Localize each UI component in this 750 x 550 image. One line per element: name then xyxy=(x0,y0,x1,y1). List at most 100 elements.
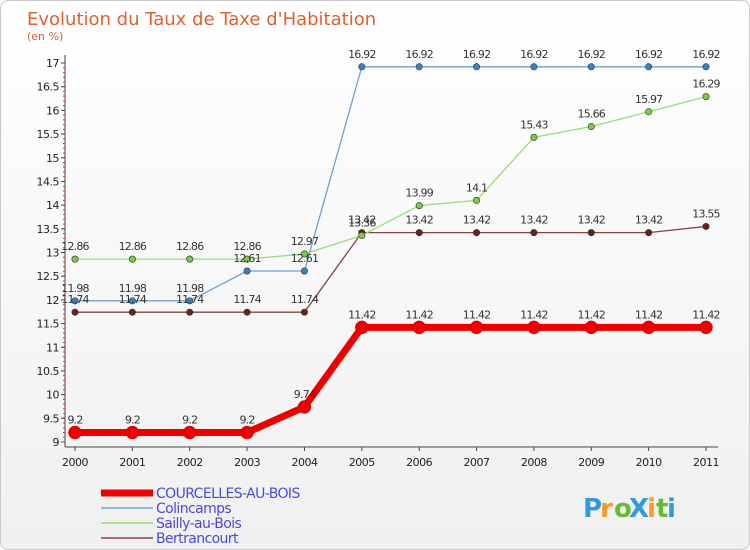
data-point xyxy=(300,308,308,316)
series-line-sailly-au-bois xyxy=(75,96,707,260)
data-label: 9.2 xyxy=(125,414,140,427)
data-label: 16.29 xyxy=(692,78,720,91)
x-tick-label: 2009 xyxy=(578,456,604,469)
y-tick-label: 14 xyxy=(46,199,59,212)
data-point xyxy=(699,320,713,335)
x-tick-label: 2008 xyxy=(521,456,547,469)
y-tick-label: 9 xyxy=(53,436,60,449)
data-label: 11.42 xyxy=(348,308,376,321)
data-label: 11.74 xyxy=(233,293,261,306)
data-label: 11.74 xyxy=(119,293,147,306)
data-label: 11.74 xyxy=(176,293,204,306)
data-label: 15.97 xyxy=(635,93,663,106)
data-point xyxy=(702,93,710,101)
y-tick-label: 15 xyxy=(46,152,59,165)
x-tick-label: 2004 xyxy=(291,456,317,469)
data-point xyxy=(358,231,366,239)
data-label: 13.42 xyxy=(463,214,491,227)
data-point xyxy=(300,250,308,258)
y-tick-label: 15.5 xyxy=(37,128,60,141)
data-label: 13.99 xyxy=(405,187,433,200)
data-label: 12.86 xyxy=(176,240,204,253)
legend-label: Bertrancourt xyxy=(156,531,239,547)
data-label: 12.86 xyxy=(233,240,261,253)
logo-letter: o xyxy=(614,494,633,524)
data-label: 9.2 xyxy=(240,414,255,427)
x-tick-label: 2003 xyxy=(234,456,260,469)
data-label: 15.66 xyxy=(578,107,606,120)
y-tick-label: 14.5 xyxy=(37,175,60,188)
logo-letter: X xyxy=(629,494,650,524)
x-tick-label: 2011 xyxy=(693,456,719,469)
data-point xyxy=(641,320,656,335)
data-point xyxy=(530,229,538,237)
data-label: 15.43 xyxy=(520,118,548,131)
data-point xyxy=(125,425,140,440)
y-tick-label: 11 xyxy=(46,341,59,354)
data-point xyxy=(530,63,538,71)
series-lines xyxy=(68,63,713,440)
data-point xyxy=(587,122,595,130)
data-point xyxy=(645,63,653,71)
data-point xyxy=(128,255,136,263)
data-point xyxy=(71,308,79,316)
data-point xyxy=(415,63,423,71)
series-line-colincamps xyxy=(75,66,706,302)
data-point xyxy=(587,229,595,237)
data-label: 16.92 xyxy=(578,48,606,61)
data-point xyxy=(530,133,538,141)
axes: 9 9.5 10 10.5 11 11.5 12 12.5 13 13.5 14 14.5 15 15.5… xyxy=(37,55,720,469)
data-label: 16.92 xyxy=(348,48,376,61)
data-label: 12.86 xyxy=(61,240,89,253)
data-label: 11.42 xyxy=(578,308,606,321)
data-label: 13.42 xyxy=(405,214,433,227)
data-point xyxy=(243,255,251,263)
proxiti-logo: Pr oXi ti xyxy=(583,494,676,524)
data-label: 13.42 xyxy=(578,214,606,227)
y-tick-label: 16.5 xyxy=(37,81,60,94)
logo-letter: t xyxy=(656,494,669,524)
data-point xyxy=(355,320,369,335)
chart-title: Evolution du Taux de Taxe d'Habitation xyxy=(27,9,376,30)
legend-label: COURCELLES-AU-BOIS xyxy=(156,486,300,502)
data-label: 12.61 xyxy=(233,252,261,265)
logo-letter: P xyxy=(583,494,603,524)
data-label: 13.55 xyxy=(692,207,720,220)
data-point xyxy=(186,308,194,316)
x-tick-label: 2006 xyxy=(406,456,432,469)
data-point xyxy=(71,297,79,305)
y-tick-label: 12.5 xyxy=(37,270,60,283)
data-label: 11.42 xyxy=(520,308,548,321)
chart-unit-label: (en %) xyxy=(27,30,63,43)
data-label: 11.42 xyxy=(635,308,663,321)
data-label: 11.42 xyxy=(463,308,491,321)
data-point xyxy=(527,320,541,335)
y-tick-label: 13 xyxy=(46,247,59,260)
data-point xyxy=(702,63,710,71)
data-point xyxy=(240,425,254,440)
data-point xyxy=(473,196,481,204)
x-tick-label: 2010 xyxy=(636,456,662,469)
y-tick-label: 16 xyxy=(46,104,59,117)
data-label: 16.92 xyxy=(635,48,663,61)
data-point xyxy=(584,320,599,335)
data-label: 16.92 xyxy=(520,48,548,61)
data-point xyxy=(71,255,79,263)
data-point xyxy=(182,425,197,440)
data-label: 14.1 xyxy=(466,181,487,194)
data-label: 9.2 xyxy=(182,414,197,427)
data-point xyxy=(415,202,423,210)
data-point xyxy=(186,255,194,263)
data-label: 11.74 xyxy=(61,293,89,306)
data-label: 13.42 xyxy=(635,214,663,227)
data-point xyxy=(128,308,136,316)
data-point xyxy=(243,308,251,316)
y-tick-label: 10 xyxy=(46,389,59,402)
data-point xyxy=(297,400,312,414)
series-line-courcelles-au-bois xyxy=(75,323,706,437)
series-line-bertrancourt xyxy=(75,225,707,313)
data-label: 11.42 xyxy=(405,308,433,321)
legend: COURCELLES-AU-BOISColincampsSailly-au-Bo… xyxy=(101,486,301,547)
x-tick-label: 2002 xyxy=(177,456,203,469)
